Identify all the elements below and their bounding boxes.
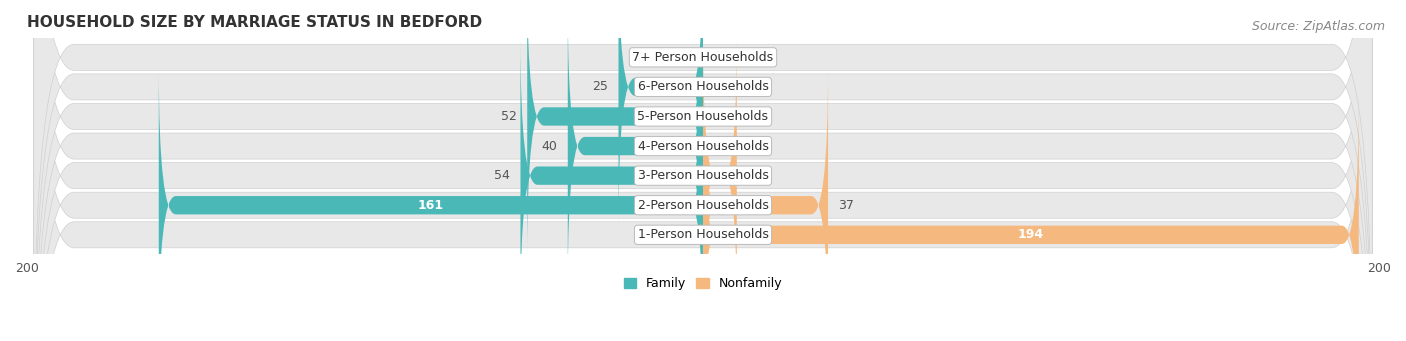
Text: 5-Person Households: 5-Person Households [637,110,769,123]
Text: 1-Person Households: 1-Person Households [637,228,769,241]
FancyBboxPatch shape [527,0,703,255]
FancyBboxPatch shape [34,0,1372,341]
FancyBboxPatch shape [703,96,1358,341]
Text: 7+ Person Households: 7+ Person Households [633,51,773,64]
Text: 0: 0 [685,228,693,241]
FancyBboxPatch shape [520,37,703,314]
FancyBboxPatch shape [619,0,703,226]
FancyBboxPatch shape [34,0,1372,341]
Text: 194: 194 [1018,228,1043,241]
Text: 4-Person Households: 4-Person Households [637,139,769,152]
Text: 10: 10 [747,169,763,182]
FancyBboxPatch shape [159,66,703,341]
Text: 3-Person Households: 3-Person Households [637,169,769,182]
Text: 2-Person Households: 2-Person Households [637,199,769,212]
Text: 161: 161 [418,199,444,212]
FancyBboxPatch shape [34,0,1372,341]
Text: 54: 54 [495,169,510,182]
FancyBboxPatch shape [703,66,828,341]
Text: 0: 0 [713,51,721,64]
Legend: Family, Nonfamily: Family, Nonfamily [619,272,787,295]
FancyBboxPatch shape [568,8,703,285]
FancyBboxPatch shape [34,0,1372,341]
Text: 6-Person Households: 6-Person Households [637,80,769,93]
FancyBboxPatch shape [34,0,1372,341]
Text: 52: 52 [501,110,517,123]
Text: 0: 0 [685,51,693,64]
Text: 40: 40 [541,139,558,152]
FancyBboxPatch shape [703,37,737,314]
Text: 0: 0 [713,139,721,152]
Text: 0: 0 [713,80,721,93]
FancyBboxPatch shape [34,0,1372,341]
Text: 25: 25 [592,80,609,93]
FancyBboxPatch shape [34,0,1372,341]
Text: HOUSEHOLD SIZE BY MARRIAGE STATUS IN BEDFORD: HOUSEHOLD SIZE BY MARRIAGE STATUS IN BED… [27,15,482,30]
Text: 37: 37 [838,199,853,212]
Text: Source: ZipAtlas.com: Source: ZipAtlas.com [1251,20,1385,33]
Text: 0: 0 [713,110,721,123]
